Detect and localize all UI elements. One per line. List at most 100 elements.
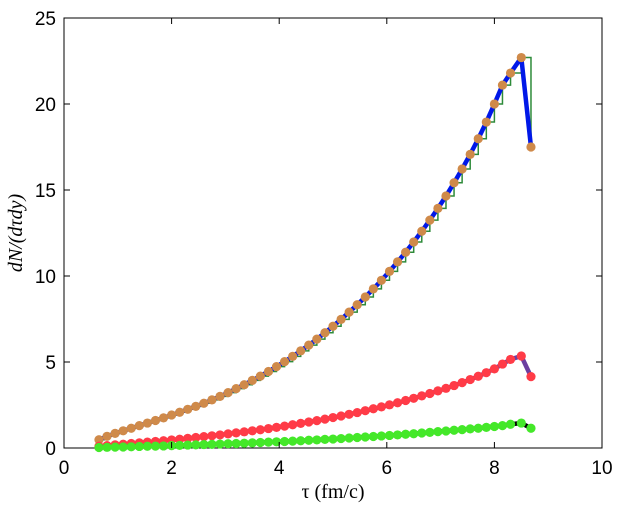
ticks-layer: 0 2 4 6 8 10 0 5 10 15 20 25 [35,9,613,479]
data-point [505,419,516,429]
data-point [368,404,378,414]
data-point [489,99,499,109]
data-point [207,439,217,449]
data-point [441,383,451,393]
data-point [183,433,193,443]
data-point [481,422,491,432]
data-point [497,80,508,90]
data-point [409,237,419,247]
data-point [368,431,378,442]
data-point [465,149,475,159]
data-point [207,395,217,405]
data-point [312,334,322,344]
data-point [425,427,435,437]
data-point [199,432,209,442]
data-point [247,438,257,448]
data-point [360,406,370,416]
data-point [344,409,354,419]
plot-area [63,17,603,449]
data-point [457,164,467,174]
data-point [344,307,354,317]
data-point [320,434,330,444]
data-point [191,401,201,411]
data-point [263,366,274,377]
y-tick-label: 5 [45,353,56,374]
data-point [328,412,338,423]
data-point [215,439,225,449]
data-point [126,423,136,433]
x-tick-label: 2 [166,458,177,479]
data-point [304,340,314,350]
data-point [255,425,265,435]
data-point [183,440,193,450]
data-point [134,421,144,431]
data-point [433,427,443,437]
data-point [401,429,411,439]
data-point [473,423,483,433]
data-point [223,439,233,449]
series-1 [94,52,536,445]
data-point [320,328,330,338]
data-point [175,440,185,451]
data-point [175,407,185,417]
data-point [271,437,282,447]
data-point [481,117,491,127]
data-point [191,440,201,450]
data-point [441,426,451,436]
y-axis-label: dN/(dτdy) [5,194,27,273]
data-point [392,430,403,440]
data-point [344,433,354,443]
x-axis-label: τ (fm/c) [301,481,364,503]
x-tick-label: 4 [274,458,285,479]
data-point [465,424,475,434]
data-point [215,430,225,440]
data-point [110,442,120,452]
data-point [336,433,346,444]
data-point [384,266,395,276]
data-point [223,388,233,398]
data-point [207,431,217,441]
x-tick-label: 8 [489,458,500,479]
data-point [102,431,112,441]
data-point [481,368,491,378]
data-point [401,395,411,406]
data-point [158,413,169,423]
data-point [409,393,419,403]
y-tick-label: 20 [35,95,56,116]
data-point [516,52,526,63]
data-point [336,411,346,421]
data-point [497,359,508,369]
data-point [247,375,257,386]
y-tick-label: 15 [35,181,56,202]
data-point [449,380,459,391]
data-point [392,257,403,267]
data-point [441,191,451,201]
data-point [312,416,322,426]
data-point [336,314,346,324]
data-point [360,432,370,442]
data-point [425,388,435,399]
data-point [167,410,177,420]
data-point [505,354,516,365]
data-point [489,364,499,374]
data-point [360,292,370,302]
data-point [384,430,395,441]
data-point [94,442,104,453]
data-point [409,429,419,439]
data-point [376,431,387,441]
data-point [118,442,128,452]
series-layer [94,52,536,453]
data-point [279,357,290,367]
data-point [526,142,536,152]
data-point [433,203,443,214]
data-point [296,346,306,356]
data-point [223,429,233,439]
data-point [425,215,435,225]
data-point [271,422,282,432]
data-point [312,435,322,445]
data-point [142,441,152,451]
data-point [417,391,427,401]
data-point [279,421,290,431]
data-point [328,434,338,444]
data-point [473,134,483,144]
